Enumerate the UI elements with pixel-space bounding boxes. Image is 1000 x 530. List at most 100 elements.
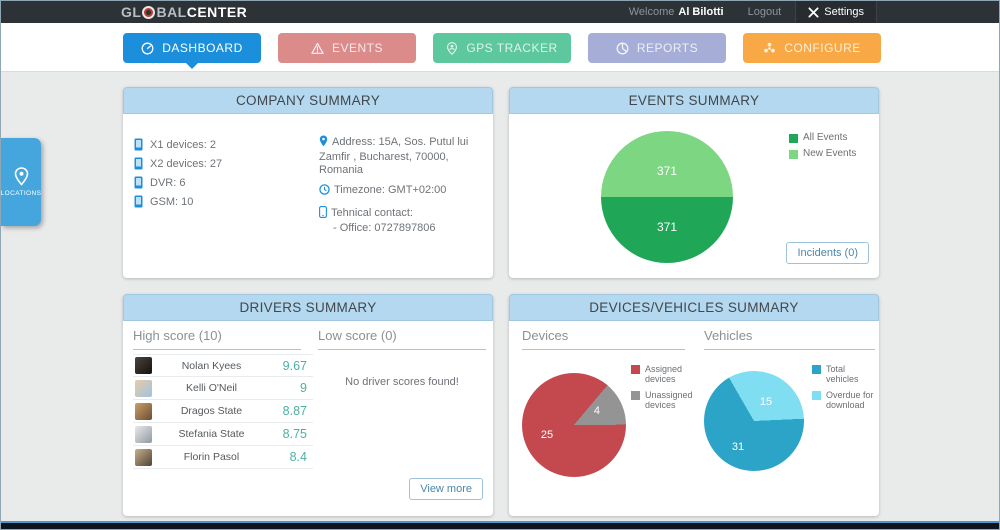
events-legend: All Events New Events <box>789 133 856 165</box>
device-icon <box>134 157 143 170</box>
nav-dashboard[interactable]: DASHBOARD <box>123 33 261 69</box>
nav-configure-label: CONFIGURE <box>784 41 861 55</box>
low-score-heading: Low score (0) <box>318 328 486 350</box>
logo-text-prefix: GL <box>121 4 142 20</box>
legend-item-overdue: Overdue for download <box>812 390 874 410</box>
clock-icon <box>319 184 330 195</box>
device-icon <box>134 138 143 151</box>
logo-text-bold: CENTER <box>186 4 248 20</box>
overdue-vehicles-count: 15 <box>759 396 773 408</box>
settings-label: Settings <box>824 6 864 18</box>
nav-events-label: EVENTS <box>331 41 383 55</box>
username: Al Bilotti <box>678 6 724 18</box>
events-all-count: 371 <box>656 220 678 235</box>
all-events-chip <box>789 133 798 143</box>
total-vehicles-chip <box>812 364 821 374</box>
logo-text-mid: BAL <box>156 4 187 20</box>
device-icon <box>134 176 143 189</box>
tools-icon <box>808 6 819 18</box>
events-pie-chart: 371 371 <box>601 131 733 263</box>
address-block: Address: 15A, Sos. Putul lui Zamfir , Bu… <box>319 135 491 177</box>
timezone-block: Timezone: GMT+02:00 <box>319 184 491 199</box>
fan-icon <box>764 42 776 52</box>
contact-office: - Office: 0727897806 <box>333 222 436 234</box>
logo-target-icon <box>142 5 156 19</box>
devices-legend: Assigned devices Unassigned devices <box>631 364 693 416</box>
location-pin-icon <box>14 167 28 186</box>
high-score-table: Nolan Kyees 9.67 Kelli O'Neil 9 Dragos S… <box>133 354 313 469</box>
settings-button[interactable]: Settings <box>795 1 877 23</box>
pie-chart-icon <box>616 42 629 54</box>
drivers-summary-title: DRIVERS SUMMARY <box>123 294 493 321</box>
company-contact-column: Address: 15A, Sos. Putul lui Zamfir , Bu… <box>319 135 491 242</box>
main-nav: DASHBOARD EVENTS GPS TRACKER REPORTS <box>1 23 999 72</box>
assigned-devices-count: 25 <box>540 429 554 442</box>
incidents-button[interactable]: Incidents (0) <box>786 242 869 264</box>
nav-dashboard-label: DASHBOARD <box>162 41 243 55</box>
events-new-count: 371 <box>656 163 678 178</box>
events-summary-title: EVENTS SUMMARY <box>509 87 879 114</box>
phone-icon <box>319 206 327 218</box>
drivers-summary-panel: DRIVERS SUMMARY High score (10) Low scor… <box>123 294 493 516</box>
company-summary-panel: COMPANY SUMMARY X1 devices: 2 X2 devices… <box>123 87 493 278</box>
view-more-button[interactable]: View more <box>409 478 483 500</box>
legend-item-unassigned: Unassigned devices <box>631 390 693 410</box>
devices-pie-chart: 25 4 <box>522 373 626 477</box>
total-vehicles-count: 31 <box>731 441 745 453</box>
nav-events[interactable]: EVENTS <box>278 33 416 63</box>
unassigned-devices-count: 4 <box>593 405 600 418</box>
device-icon <box>134 195 143 208</box>
nav-reports-label: REPORTS <box>636 41 699 55</box>
legend-item-all-events: All Events <box>789 133 856 143</box>
driver-row: Florin Pasol 8.4 <box>133 446 313 469</box>
app-logo: GL BAL CENTER <box>121 1 247 23</box>
nav-reports[interactable]: REPORTS <box>588 33 726 63</box>
driver-row: Nolan Kyees 9.67 <box>133 354 313 377</box>
device-count-item: GSM: 10 <box>134 192 222 211</box>
company-summary-title: COMPANY SUMMARY <box>123 87 493 114</box>
map-pin-icon <box>319 135 328 147</box>
legend-item-assigned: Assigned devices <box>631 364 693 384</box>
person-pin-icon <box>447 41 458 55</box>
driver-row: Stefania State 8.75 <box>133 423 313 446</box>
devices-vehicles-summary-panel: DEVICES/VEHICLES SUMMARY Devices Vehicle… <box>509 294 879 516</box>
vehicles-heading: Vehicles <box>704 328 875 350</box>
nav-gps-tracker-label: GPS TRACKER <box>466 41 558 55</box>
driver-avatar <box>135 402 152 420</box>
device-count-item: X1 devices: 2 <box>134 135 222 154</box>
welcome-label: Welcome <box>628 6 675 18</box>
logout-link[interactable]: Logout <box>747 6 782 18</box>
driver-avatar <box>135 357 152 374</box>
timezone-text: Timezone: GMT+02:00 <box>334 184 447 196</box>
assigned-devices-chip <box>631 364 640 374</box>
locations-tab-label: LOCATIONS <box>0 190 42 197</box>
overdue-vehicles-chip <box>812 390 821 400</box>
device-count-list: X1 devices: 2 X2 devices: 27 DVR: 6 GSM:… <box>134 135 222 211</box>
devices-heading: Devices <box>522 328 685 350</box>
legend-item-total-vehicles: Total vehicles <box>812 364 874 384</box>
nav-configure[interactable]: CONFIGURE <box>743 33 881 63</box>
driver-row: Kelli O'Neil 9 <box>133 377 313 400</box>
events-summary-panel: EVENTS SUMMARY 371 371 All Events New Ev… <box>509 87 879 278</box>
top-bar: GL BAL CENTER Welcome Al Bilotti Logout … <box>1 1 999 23</box>
device-count-item: X2 devices: 27 <box>134 154 222 173</box>
welcome-message: Welcome Al Bilotti <box>629 1 724 23</box>
unassigned-devices-chip <box>631 390 640 400</box>
bottom-bar <box>1 521 999 529</box>
new-events-chip <box>789 149 798 159</box>
devices-vehicles-title: DEVICES/VEHICLES SUMMARY <box>509 294 879 321</box>
address-text: Address: 15A, Sos. Putul lui Zamfir , Bu… <box>319 136 469 176</box>
contact-label: Tehnical contact: <box>331 207 413 219</box>
contact-block: Tehnical contact: - Office: 0727897806 <box>319 206 491 235</box>
driver-row: Dragos State 8.87 <box>133 400 313 423</box>
locations-tab[interactable]: LOCATIONS <box>1 138 41 226</box>
driver-avatar <box>135 379 152 397</box>
gauge-icon <box>141 42 154 54</box>
driver-avatar <box>135 425 152 443</box>
driver-avatar <box>135 448 152 466</box>
vehicles-pie-chart: 15 31 <box>704 371 804 471</box>
topbar-right: Welcome Al Bilotti Logout Settings <box>629 1 877 23</box>
nav-gps-tracker[interactable]: GPS TRACKER <box>433 33 571 63</box>
vehicles-legend: Total vehicles Overdue for download <box>812 364 874 416</box>
